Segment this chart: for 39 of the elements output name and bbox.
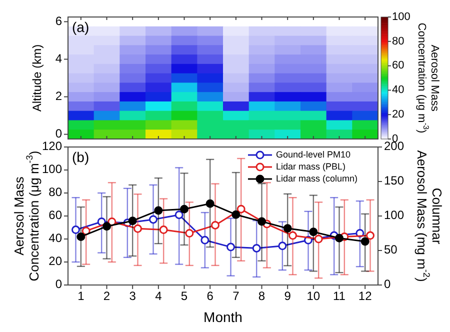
x-tick-label: 11	[333, 289, 346, 303]
legend-label: Lidar mass (column)	[276, 173, 358, 184]
x-tick-label: 8	[258, 289, 266, 303]
x-tick-label: 1	[78, 289, 85, 303]
y-tick-label: 100	[42, 162, 62, 176]
y-tick-label: 60	[48, 208, 62, 222]
x-tick-label: 7	[232, 289, 240, 303]
x-tick-label: 3	[129, 289, 136, 303]
x-tick-label: 4	[155, 289, 162, 303]
chart-title: (b)	[72, 149, 90, 165]
x-tick-label: 2	[103, 289, 110, 303]
x-tick-label: 5	[180, 289, 188, 303]
y-axis-title: Altitude (km)	[30, 44, 44, 112]
legend-label: Lidar mass (PBL)	[276, 161, 346, 172]
x-tick-label: 9	[284, 289, 292, 303]
y-tick-label: 40	[48, 231, 62, 246]
color-bar-label: 40	[392, 84, 404, 96]
x-tick-label: 12	[358, 289, 372, 303]
y2-tick-label: 100	[384, 208, 404, 222]
color-bar-label: 100	[392, 10, 410, 23]
y-tick-label: 0	[55, 277, 62, 292]
y-tick-label: 120	[42, 139, 62, 154]
y-tick-label: 80	[48, 185, 62, 200]
y2-tick-label: 150	[384, 174, 404, 188]
x-tick-label: 6	[206, 289, 214, 303]
color-bar-label: 20	[392, 108, 404, 121]
y-tick-label: 2	[55, 88, 62, 103]
y2-tick-label: 0	[384, 277, 391, 292]
color-bar-label: 60	[392, 60, 404, 72]
y2-tick-label: 50	[384, 242, 398, 257]
color-bar-label: 80	[392, 35, 404, 48]
y-tick-label: 20	[48, 254, 62, 268]
y-tick-label: 6	[55, 14, 62, 28]
x-axis-title: Month	[204, 309, 242, 325]
y-tick-label: 4	[55, 51, 62, 66]
x-tick-label: 10	[306, 289, 320, 303]
chart-title: (a)	[72, 19, 90, 35]
legend-label: Gound-level PM10	[276, 149, 351, 160]
y-tick-label: 0	[55, 126, 62, 140]
